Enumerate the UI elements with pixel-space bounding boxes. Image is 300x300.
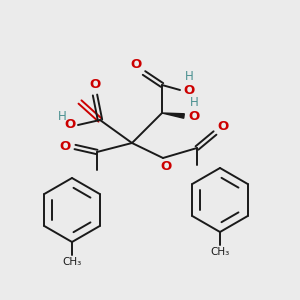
- Text: CH₃: CH₃: [62, 257, 82, 267]
- Text: O: O: [188, 110, 200, 122]
- Polygon shape: [162, 113, 184, 118]
- Text: O: O: [89, 79, 100, 92]
- Text: O: O: [218, 119, 229, 133]
- Text: O: O: [160, 160, 172, 172]
- Text: O: O: [130, 58, 142, 71]
- Text: CH₃: CH₃: [210, 247, 230, 257]
- Text: O: O: [59, 140, 70, 154]
- Text: H: H: [184, 70, 194, 83]
- Text: H: H: [58, 110, 66, 124]
- Text: H: H: [190, 97, 198, 110]
- Text: O: O: [64, 118, 76, 131]
- Text: O: O: [183, 83, 195, 97]
